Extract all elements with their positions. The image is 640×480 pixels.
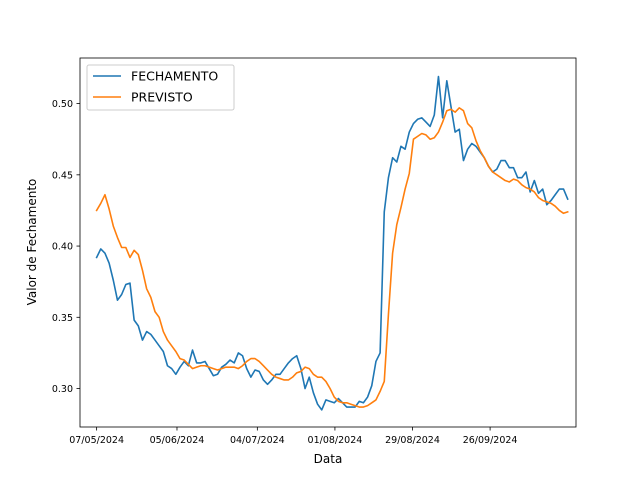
legend: FECHAMENTO PREVISTO xyxy=(86,64,235,111)
legend-label-fechamento: FECHAMENTO xyxy=(131,69,218,84)
x-tick-label: 04/07/2024 xyxy=(230,435,285,446)
y-tick-label: 0.35 xyxy=(52,313,73,324)
series-line-previsto xyxy=(95,107,569,408)
x-tick-label: 07/05/2024 xyxy=(69,435,124,446)
x-axis: 07/05/2024 05/06/2024 04/07/2024 01/08/2024… xyxy=(69,427,517,446)
y-tick-label: 0.40 xyxy=(52,242,73,253)
y-axis-label: Valor de Fechamento xyxy=(25,179,39,306)
y-tick-label: 0.50 xyxy=(52,99,73,110)
x-axis-label: Data xyxy=(314,452,343,466)
y-tick-label: 0.45 xyxy=(52,170,73,181)
legend-box xyxy=(86,64,235,111)
plot-frame xyxy=(79,57,577,428)
y-axis: 0.30 0.35 0.40 0.45 0.50 xyxy=(52,99,80,395)
x-tick-label: 01/08/2024 xyxy=(308,435,363,446)
y-tick-label: 0.30 xyxy=(52,384,73,395)
x-tick-label: 26/09/2024 xyxy=(463,435,518,446)
legend-label-previsto: PREVISTO xyxy=(131,90,193,105)
series-layer xyxy=(95,75,569,411)
x-tick-label: 05/06/2024 xyxy=(150,435,205,446)
x-tick-label: 29/08/2024 xyxy=(385,435,440,446)
